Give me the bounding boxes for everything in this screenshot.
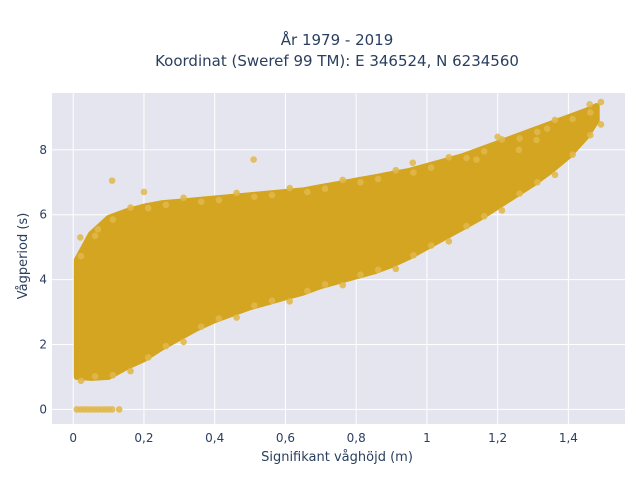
scatter-point [233, 189, 240, 197]
scatter-point [321, 281, 329, 288]
scatter-point [91, 232, 99, 240]
scatter-point [233, 314, 240, 321]
scatter-point [357, 271, 364, 279]
scatter-point [374, 266, 382, 274]
scatter-point [197, 198, 205, 206]
scatter-point [374, 175, 382, 183]
scatter-point [268, 297, 276, 304]
scatter-point [516, 135, 523, 142]
y-tick-label: 2 [39, 337, 47, 351]
scatter-point [197, 323, 205, 330]
scatter-point [392, 265, 400, 273]
scatter-point [304, 287, 311, 295]
scatter-point [215, 196, 223, 204]
chart-title-line-1: År 1979 - 2019 [281, 30, 394, 49]
x-tick-label: 1 [423, 431, 431, 445]
chart-title-line-2: Koordinat (Sweref 99 TM): E 346524, N 62… [155, 52, 519, 70]
scatter-point [115, 406, 123, 413]
scatter-point [321, 185, 329, 193]
scatter-point [597, 121, 605, 128]
scatter-point [77, 377, 85, 385]
scatter-point [144, 354, 152, 361]
scatter-point [127, 204, 134, 211]
scatter-point [551, 116, 559, 124]
y-tick-label: 8 [39, 143, 47, 157]
scatter-point [127, 367, 134, 375]
scatter-point [109, 372, 117, 379]
scatter-point [76, 234, 84, 241]
x-tick-label: 1,4 [559, 431, 578, 445]
scatter-point [587, 131, 594, 139]
x-tick-label: 0,2 [134, 431, 153, 445]
scatter-point [427, 164, 435, 171]
x-tick-label: 0 [69, 431, 77, 445]
y-tick-label: 6 [39, 208, 47, 222]
scatter-point [516, 190, 523, 197]
scatter-point [108, 406, 116, 413]
scatter-point [410, 169, 417, 176]
x-axis-title: Signifikant våghöjd (m) [261, 450, 413, 465]
scatter-point [304, 188, 311, 196]
scatter-point [339, 281, 347, 289]
scatter-point [515, 146, 523, 154]
x-tick-label: 0,8 [347, 431, 366, 445]
scatter-point [94, 225, 102, 233]
scatter-point [215, 315, 223, 322]
scatter-point [587, 109, 594, 116]
scatter-point [597, 98, 605, 106]
scatter-points [73, 98, 605, 413]
scatter-point [91, 372, 99, 380]
y-axis-title: Vågperiod (s) [16, 213, 31, 300]
scatter-point [286, 298, 293, 305]
scatter-point [180, 338, 187, 346]
scatter-point [162, 342, 170, 350]
scatter-point [533, 128, 541, 136]
scatter-point [251, 193, 258, 201]
x-tick-label: 1,2 [488, 431, 507, 445]
scatter-point [180, 194, 187, 202]
scatter-point [427, 242, 435, 249]
scatter-point [494, 133, 501, 141]
scatter-point [409, 159, 417, 167]
scatter-point [569, 151, 576, 158]
scatter-point [533, 178, 541, 186]
scatter-point [251, 302, 258, 309]
scatter-point [543, 125, 551, 132]
scatter-point [250, 156, 257, 163]
scatter-point [533, 136, 540, 144]
scatter-point [569, 115, 576, 123]
scatter-point [286, 184, 293, 192]
x-tick-label: 0,6 [276, 431, 295, 445]
scatter-point [551, 171, 559, 179]
scatter-point [410, 251, 417, 259]
scatter-point [108, 177, 116, 184]
scatter-point [480, 148, 488, 155]
scatter-point [480, 213, 488, 220]
x-tick-label: 0,4 [205, 431, 224, 445]
scatter-point [463, 154, 470, 162]
scatter-point [586, 101, 593, 108]
scatter-point [339, 176, 347, 184]
scatter-point [109, 216, 117, 223]
scatter-point [357, 178, 364, 186]
scatter-point [268, 191, 276, 199]
scatter-point [445, 153, 453, 161]
y-tick-label: 0 [39, 402, 47, 416]
scatter-point [473, 156, 480, 163]
scatter-point [498, 207, 506, 214]
scatter-point [77, 252, 85, 260]
scatter-point [463, 222, 470, 230]
scatter-point [445, 238, 453, 245]
axis-ticks: 0 0,2 0,4 0,6 0,8 1 1,2 1,4 0 2 4 6 8 [39, 143, 578, 445]
scatter-point [140, 188, 148, 196]
scatter-point [144, 204, 152, 212]
scatter-point [162, 201, 170, 209]
scatter-point [392, 166, 400, 174]
y-tick-label: 4 [39, 273, 47, 287]
